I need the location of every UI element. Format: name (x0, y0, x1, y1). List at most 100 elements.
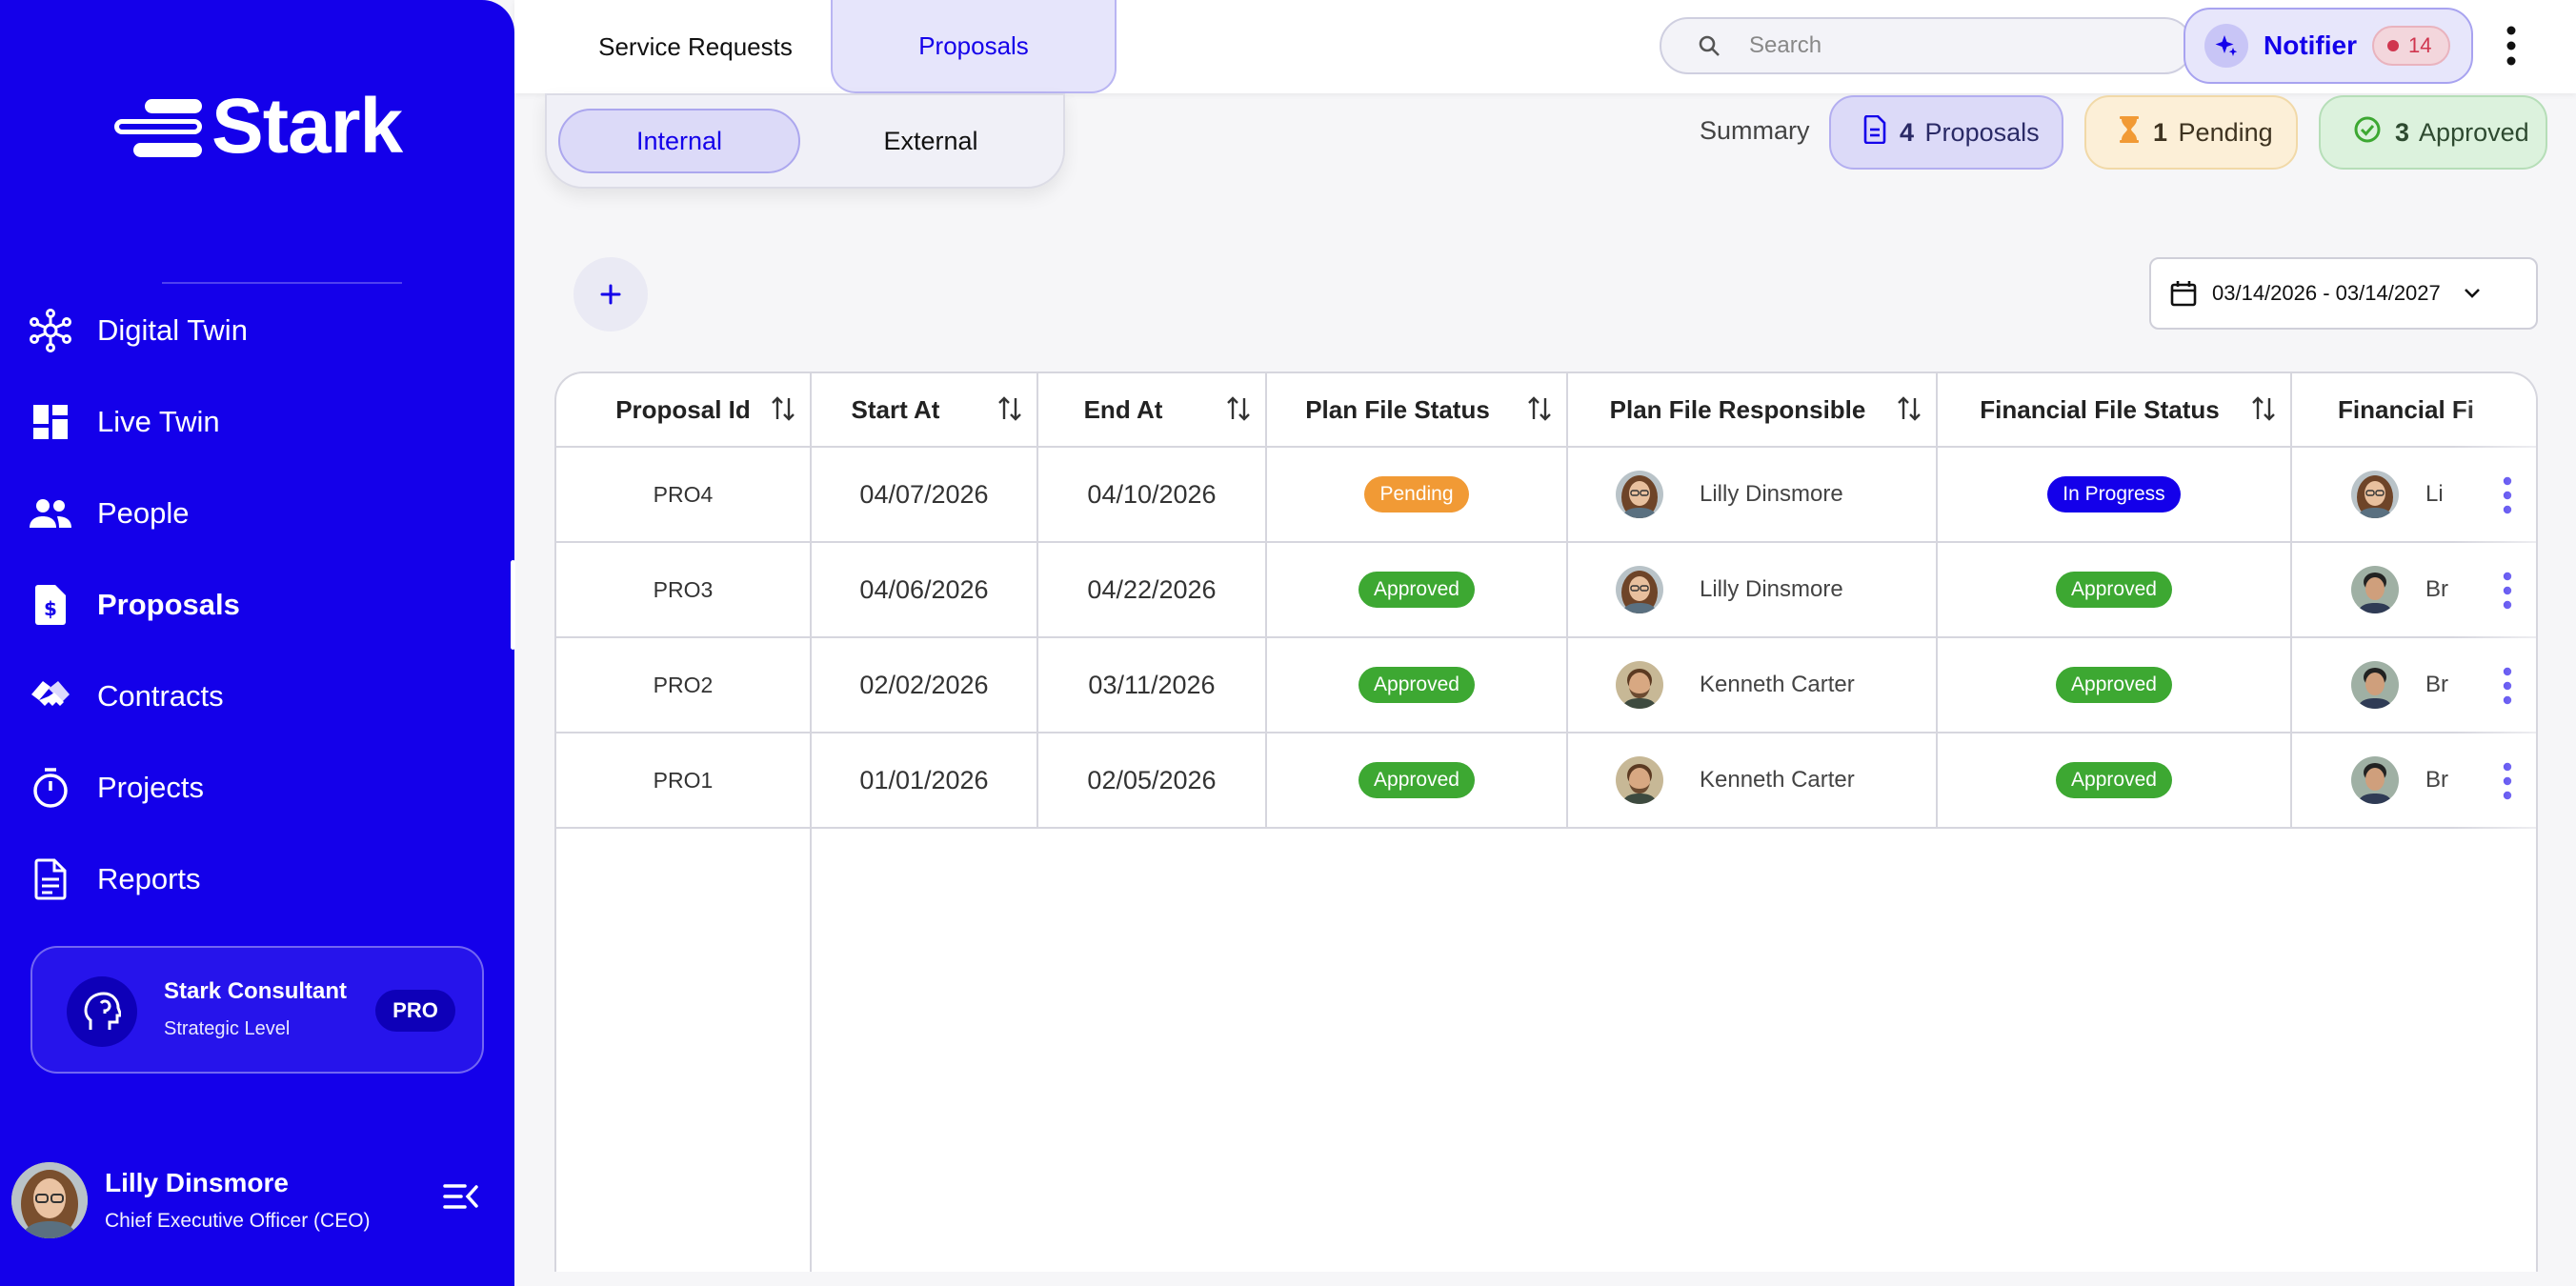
subtab-external[interactable]: External (810, 109, 1052, 173)
document-icon (1863, 114, 1886, 151)
row-actions-icon[interactable] (2488, 757, 2526, 805)
start-date: 02/02/2026 (859, 670, 989, 699)
proposal-doc-icon: $ (29, 583, 72, 627)
network-icon (29, 309, 72, 352)
notifier-button[interactable]: Notifier 14 (2184, 8, 2473, 84)
sort-icon[interactable] (1896, 394, 1922, 430)
column-divider (810, 821, 812, 1272)
sidebar-item-label: Contracts (97, 679, 224, 713)
summary-pending-pill[interactable]: 1 Pending (2084, 95, 2298, 170)
brand-logo[interactable]: Stark (114, 83, 403, 170)
tab-label: Service Requests (598, 31, 793, 61)
responsible-name: Br (2425, 672, 2448, 697)
add-proposal-button[interactable] (574, 257, 648, 332)
cell-proposal-id: PRO2 (556, 638, 812, 733)
active-indicator (511, 560, 515, 650)
tab-service-requests[interactable]: Service Requests (553, 0, 838, 93)
sidebar-item-label: Proposals (97, 588, 240, 621)
cell-financial-file-status: Approved (1938, 638, 2292, 733)
cell-plan-file-status: Approved (1267, 543, 1568, 638)
date-range-picker[interactable]: 03/14/2026 - 03/14/2027 (2149, 257, 2538, 330)
summary-proposals-count: 4 (1900, 117, 1915, 147)
cell-plan-file-status: Approved (1267, 638, 1568, 733)
column-label: End At (1083, 394, 1163, 424)
column-header-proposal-id[interactable]: Proposal Id (556, 373, 812, 448)
search-input[interactable] (1749, 32, 2130, 59)
column-header-end-at[interactable]: End At (1038, 373, 1267, 448)
proposal-id[interactable]: PRO1 (653, 767, 714, 793)
row-actions-icon[interactable] (2488, 567, 2526, 614)
column-header-plan-file-status[interactable]: Plan File Status (1267, 373, 1568, 448)
sort-icon[interactable] (1526, 394, 1553, 430)
avatar (1616, 566, 1663, 613)
summary-approved-count: 3 (2395, 117, 2410, 147)
cell-financial-file-status: Approved (1938, 543, 2292, 638)
avatar (1616, 661, 1663, 709)
cell-start-at: 04/07/2026 (812, 448, 1038, 543)
cell-start-at: 02/02/2026 (812, 638, 1038, 733)
notifier-label: Notifier (2264, 30, 2357, 60)
timer-icon (29, 766, 72, 810)
status-badge: Approved (2056, 762, 2172, 798)
more-options-icon[interactable] (2506, 25, 2517, 71)
consultant-card[interactable]: Stark Consultant Strategic Level PRO (30, 946, 484, 1074)
chevron-down-icon (2464, 288, 2481, 299)
sidebar-item-digital-twin[interactable]: Digital Twin (29, 297, 486, 364)
status-badge: Approved (2056, 572, 2172, 608)
user-avatar[interactable] (11, 1162, 88, 1238)
dashboard-icon (29, 400, 72, 444)
cell-proposal-id: PRO3 (556, 543, 812, 638)
user-role: Chief Executive Officer (CEO) (105, 1210, 371, 1232)
date-range-value: 03/14/2026 - 03/14/2027 (2212, 281, 2441, 305)
sidebar-item-people[interactable]: People (29, 480, 486, 547)
cell-proposal-id: PRO4 (556, 448, 812, 543)
sidebar-item-contracts[interactable]: Contracts (29, 663, 486, 730)
avatar (2351, 566, 2399, 613)
avatar (2351, 471, 2399, 518)
sort-icon[interactable] (2250, 394, 2277, 430)
column-header-start-at[interactable]: Start At (812, 373, 1038, 448)
responsible-name: Br (2425, 767, 2448, 793)
cell-plan-file-responsible: Kenneth Carter (1568, 733, 1938, 829)
cell-financial-file-status: Approved (1938, 733, 2292, 829)
column-label: Financial Fi (2338, 394, 2475, 424)
cell-end-at: 04/10/2026 (1038, 448, 1267, 543)
summary-proposals-label: Proposals (1924, 117, 2040, 147)
handshake-icon (29, 674, 72, 718)
proposal-id[interactable]: PRO3 (653, 576, 714, 602)
hourglass-icon (2119, 115, 2140, 151)
column-header-financial-file-status[interactable]: Financial File Status (1938, 373, 2292, 448)
search-box[interactable] (1660, 17, 2193, 74)
cell-proposal-id: PRO1 (556, 733, 812, 829)
sort-icon[interactable] (996, 394, 1023, 430)
row-actions-icon[interactable] (2488, 472, 2526, 519)
column-header-plan-file-responsible[interactable]: Plan File Responsible (1568, 373, 1938, 448)
sidebar-item-proposals[interactable]: $ Proposals (29, 572, 486, 638)
svg-text:$: $ (44, 597, 57, 620)
avatar (2351, 756, 2399, 804)
cell-plan-file-responsible: Kenneth Carter (1568, 638, 1938, 733)
status-badge: Approved (1358, 762, 1475, 798)
sort-icon[interactable] (1225, 394, 1252, 430)
sidebar-item-reports[interactable]: Reports (29, 846, 486, 913)
column-header-financial-file-responsible[interactable]: Financial Fi (2292, 373, 2536, 448)
summary-approved-pill[interactable]: 3 Approved (2319, 95, 2547, 170)
subtab-internal[interactable]: Internal (558, 109, 800, 173)
sidebar-item-projects[interactable]: Projects (29, 754, 486, 821)
status-badge: Pending (1364, 476, 1469, 512)
end-date: 04/22/2026 (1087, 574, 1217, 604)
tab-proposals[interactable]: Proposals (831, 0, 1117, 93)
brand-name: Stark (211, 83, 403, 170)
column-label: Plan File Status (1305, 394, 1490, 424)
row-actions-icon[interactable] (2488, 662, 2526, 710)
proposal-id[interactable]: PRO4 (653, 481, 714, 507)
cell-start-at: 01/01/2026 (812, 733, 1038, 829)
collapse-menu-icon[interactable] (442, 1181, 480, 1216)
proposal-id[interactable]: PRO2 (653, 672, 714, 697)
cell-end-at: 02/05/2026 (1038, 733, 1267, 829)
sort-icon[interactable] (770, 394, 796, 430)
avatar (1616, 471, 1663, 518)
sidebar-item-label: Live Twin (97, 405, 220, 438)
sidebar-item-live-twin[interactable]: Live Twin (29, 389, 486, 455)
summary-proposals-pill[interactable]: 4 Proposals (1829, 95, 2063, 170)
